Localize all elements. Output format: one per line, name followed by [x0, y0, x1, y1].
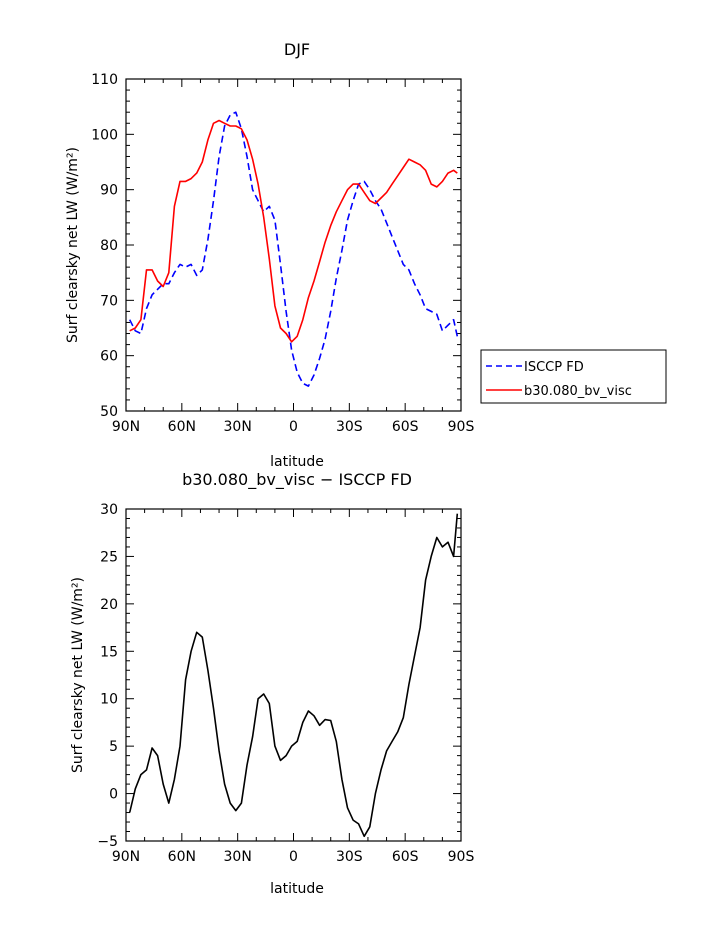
y-tick-label: 30: [100, 502, 118, 518]
series-line-isccp-fd: [128, 111, 459, 387]
legend-label-isccp: ISCCP FD: [524, 360, 584, 375]
y-tick-label: 25: [100, 549, 118, 565]
y-tick-label: 10: [100, 692, 118, 708]
x-tick-label: 30S: [336, 419, 363, 435]
x-tick-label: 60N: [168, 419, 196, 435]
x-tick-label: 0: [289, 849, 298, 865]
bottom-y-axis-label: Surf clearsky net LW (W/m²): [70, 577, 86, 773]
y-tick-label: −5: [97, 834, 118, 850]
series-line-difference: [128, 513, 459, 838]
top-chart-title: DJF: [284, 40, 310, 59]
top-x-axis: 90N 60N 30N 0 30S 60S 90S: [112, 79, 475, 435]
top-chart-panel: DJF 90N 60N 30N 0 30S 60S 90S 50 60 70 80 90 100 110…: [65, 40, 667, 470]
y-tick-label: 100: [91, 127, 118, 143]
x-tick-label: 60S: [392, 849, 419, 865]
y-tick-label: 20: [100, 597, 118, 613]
x-tick-label: 0: [289, 419, 298, 435]
top-series-group: [128, 111, 459, 387]
bottom-x-axis-label: latitude: [270, 881, 324, 897]
bottom-chart-panel: b30.080_bv_visc − ISCCP FD 90N 60N 30N 0 30S…: [70, 470, 474, 897]
y-tick-label: 80: [100, 238, 118, 254]
legend-box: [480, 349, 667, 404]
bottom-y-axis: −5 0 5 10 15 20 25 30: [97, 502, 461, 850]
bottom-series-group: [128, 513, 459, 838]
x-tick-label: 30N: [224, 849, 252, 865]
x-tick-label: 30N: [224, 419, 252, 435]
x-tick-label: 60S: [392, 419, 419, 435]
legend-label-model: b30.080_bv_visc: [524, 384, 632, 399]
bottom-x-axis: 90N 60N 30N 0 30S 60S 90S: [112, 509, 475, 865]
y-tick-label: 50: [100, 404, 118, 420]
y-tick-label: 70: [100, 293, 118, 309]
y-tick-label: 110: [91, 72, 118, 88]
x-tick-label: 60N: [168, 849, 196, 865]
legend: ISCCP FD b30.080_bv_visc: [480, 349, 667, 404]
top-x-axis-label: latitude: [270, 454, 324, 470]
top-y-axis: 50 60 70 80 90 100 110: [91, 72, 461, 420]
y-tick-label: 60: [100, 349, 118, 365]
y-tick-label: 0: [109, 787, 118, 803]
series-line-b30-080-bv-visc: [129, 119, 458, 343]
y-tick-label: 90: [100, 183, 118, 199]
x-tick-label: 90S: [448, 419, 475, 435]
y-tick-label: 5: [109, 739, 118, 755]
top-y-axis-label: Surf clearsky net LW (W/m²): [65, 147, 81, 343]
x-tick-label: 90N: [112, 419, 140, 435]
x-tick-label: 90N: [112, 849, 140, 865]
x-tick-label: 90S: [448, 849, 475, 865]
bottom-chart-title: b30.080_bv_visc − ISCCP FD: [182, 470, 412, 490]
top-plot-frame: [125, 78, 462, 412]
x-tick-label: 30S: [336, 849, 363, 865]
y-tick-label: 15: [100, 644, 118, 660]
